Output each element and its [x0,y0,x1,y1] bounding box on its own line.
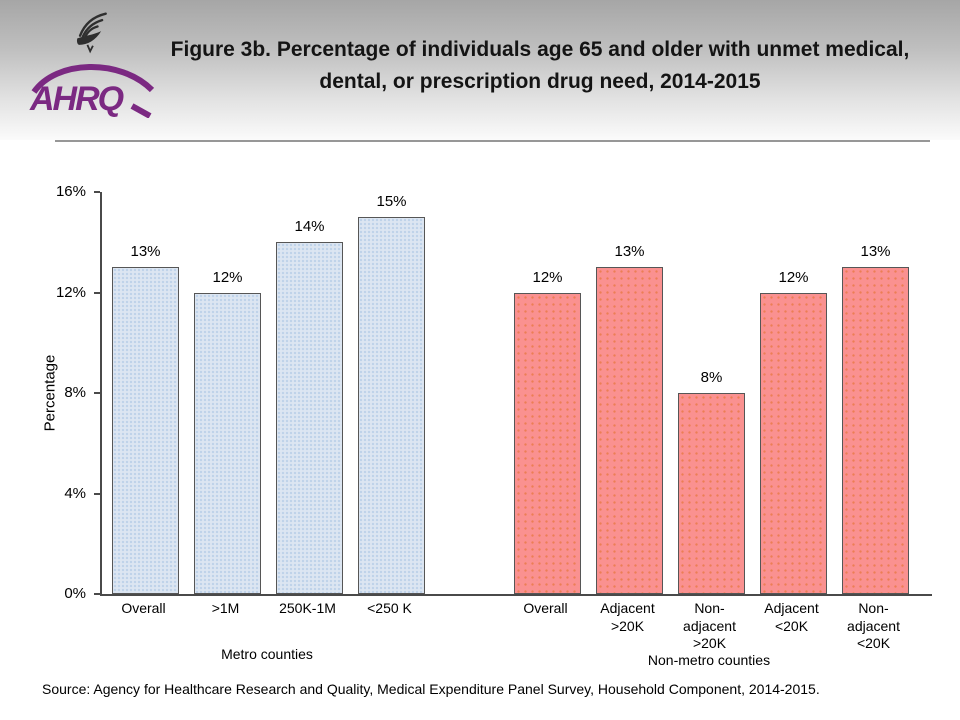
x-axis-category-label: Overall [523,600,568,616]
ahrq-logo: AHRQ [28,6,156,134]
bar-value-label: 13% [130,243,161,261]
y-axis-tick-mark [94,492,100,495]
hhs-eagle-icon [76,12,107,54]
bar-nonmetro-0 [514,292,581,594]
bar-value-label: 13% [614,243,645,261]
plot-area: 13% 12% 14% 15% 12% 13% 8% 12% 13% [100,192,932,596]
bar-value-label: 14% [294,218,325,236]
bar-nonmetro-3 [760,292,827,594]
x-axis-category-labels: Overall >1M 250K-1M <250 K Overall Adjacent >… [100,600,930,660]
figure-title: Figure 3b. Percentage of individuals age… [170,38,910,93]
x-axis-category-label: Adjacent <20K [764,600,819,634]
bar-metro-1 [194,292,261,594]
bar-value-label: 13% [860,243,891,261]
bar-nonmetro-4 [842,267,909,594]
y-axis-tick-mark [94,392,100,394]
bar-metro-0 [112,267,179,594]
group-label-metro: Metro counties [221,646,313,662]
bar-value-label: 12% [212,268,243,286]
bar-nonmetro-2 [678,393,745,594]
x-axis-category-label: Overall [121,600,166,616]
y-axis-tick-mark [94,593,100,595]
x-axis-category-label: Non- adjacent >20K [683,600,736,651]
x-axis-category-label: <250 K [367,600,412,616]
x-axis-category-label: Adjacent >20K [600,600,655,634]
y-axis-tick-mark [94,291,100,294]
bar-value-label: 12% [532,268,563,286]
bar-value-label: 12% [778,268,809,286]
bar-metro-2 [276,242,343,594]
y-axis-tick-label: 0% [64,585,86,602]
y-axis-tick-label: 4% [64,484,86,502]
y-axis-ticks: 16% 12% 8% 4% 0% [0,183,100,602]
y-axis-tick-label: 12% [55,283,86,301]
source-note: Source: Agency for Healthcare Research a… [42,681,820,697]
bar-nonmetro-1 [596,267,663,594]
ahrq-logo-text: AHRQ [29,80,124,118]
group-label-nonmetro: Non-metro counties [647,652,771,668]
y-axis-tick-label: 8% [64,384,86,401]
bar-value-label: 8% [700,369,723,386]
y-axis-tick-label: 16% [55,183,86,200]
ahrq-logo-mark: AHRQ [29,64,155,118]
header-banner: AHRQ Figure 3b. Percentage of individual… [0,0,960,140]
x-axis-category-label: >1M [211,600,240,616]
bar-metro-3 [358,217,425,594]
header-divider [55,140,930,142]
bar-value-label: 15% [376,193,407,211]
x-axis-category-label: 250K-1M [279,600,336,616]
x-axis-category-label: Non- adjacent <20K [847,600,900,651]
y-axis-tick-mark [94,191,100,193]
